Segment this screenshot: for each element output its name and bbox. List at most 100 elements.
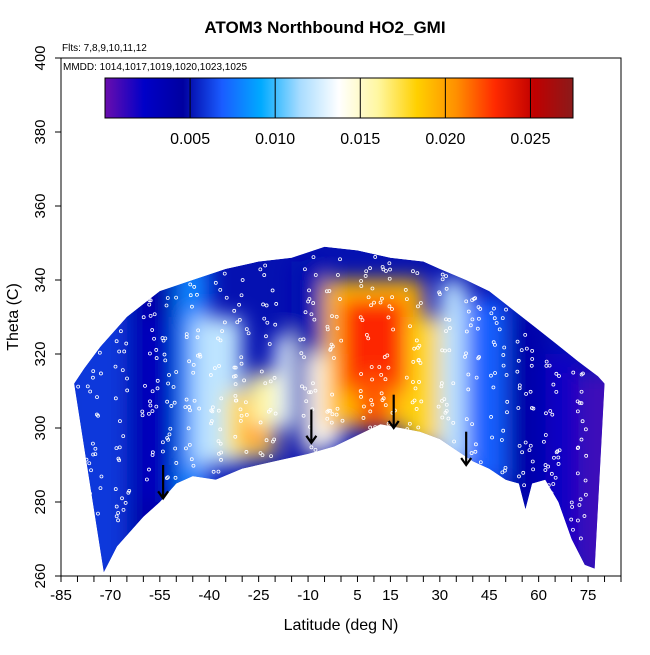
observation-dot xyxy=(211,469,216,474)
observation-dot xyxy=(381,267,386,272)
observation-dot xyxy=(490,471,495,476)
observation-dot xyxy=(167,373,171,377)
observation-dot xyxy=(544,359,549,364)
observation-dot xyxy=(165,296,170,300)
observation-dot xyxy=(523,440,528,445)
observation-dot xyxy=(216,439,221,444)
observation-dot xyxy=(313,388,318,393)
observation-dot xyxy=(358,315,363,320)
observation-dot xyxy=(114,446,119,451)
observation-dot xyxy=(579,437,584,442)
observation-dot xyxy=(444,329,448,334)
observation-dot xyxy=(98,486,103,491)
observation-dot xyxy=(520,450,525,455)
observation-dot xyxy=(218,287,223,292)
observation-dot xyxy=(368,409,373,414)
observation-dot xyxy=(569,517,574,522)
observation-dot xyxy=(531,406,536,411)
observation-dot xyxy=(122,349,127,354)
observation-dot xyxy=(474,442,478,447)
observation-dot xyxy=(125,388,130,393)
y-tick-label: 260 xyxy=(32,563,49,588)
observation-dot xyxy=(309,312,314,317)
observation-dot xyxy=(165,399,170,404)
arrow-head xyxy=(460,457,473,467)
observation-dot xyxy=(499,438,504,442)
observation-dot xyxy=(583,478,588,483)
observation-dot xyxy=(117,445,122,450)
y-tick-label: 320 xyxy=(32,341,49,366)
dates-annotation: MMDD: 1014,1017,1019,1020,1023,1025 xyxy=(63,62,247,73)
observation-dot xyxy=(184,446,188,451)
observation-dot xyxy=(172,400,177,405)
observation-dot xyxy=(154,404,159,409)
observation-dot xyxy=(64,405,67,408)
observation-dot xyxy=(358,389,363,393)
observation-dot xyxy=(148,403,153,408)
observation-dot xyxy=(155,378,160,383)
x-tick-label: 45 xyxy=(481,587,498,604)
observation-dot xyxy=(464,417,469,422)
observation-dot xyxy=(383,377,388,382)
observation-dot xyxy=(543,468,548,472)
observation-dot xyxy=(516,406,521,410)
observation-dot xyxy=(268,407,273,412)
observation-dot xyxy=(148,399,152,404)
observation-dot xyxy=(270,288,275,293)
observation-dot xyxy=(359,372,363,376)
observation-dot xyxy=(99,474,104,479)
x-tick-label: 60 xyxy=(530,587,547,604)
observation-dot xyxy=(325,416,330,421)
observation-dot xyxy=(300,384,304,389)
observation-dot xyxy=(325,409,330,414)
observation-dot xyxy=(489,311,494,316)
arrow-marker xyxy=(460,431,473,467)
observation-dot xyxy=(191,370,196,375)
observation-dot xyxy=(166,381,170,386)
observation-dot xyxy=(183,405,188,410)
observation-dot xyxy=(174,295,178,300)
observation-dot xyxy=(233,393,238,398)
observation-dot xyxy=(517,383,522,388)
observation-dot xyxy=(549,471,554,476)
y-tick-label: 340 xyxy=(32,267,49,292)
observation-dot xyxy=(114,514,119,519)
observation-dot xyxy=(443,348,447,353)
observation-dot xyxy=(95,395,99,400)
observation-dot xyxy=(516,358,521,363)
observation-dot xyxy=(195,292,199,297)
observation-dot xyxy=(387,261,392,266)
observation-dot xyxy=(186,426,191,431)
observation-dot xyxy=(583,427,588,432)
observation-dot xyxy=(382,355,387,359)
observation-dot xyxy=(313,447,318,452)
observation-dot xyxy=(264,303,269,308)
observation-dot xyxy=(160,449,165,454)
arrow-layer xyxy=(157,394,473,501)
observation-dot xyxy=(416,304,420,309)
observation-dot xyxy=(411,380,415,384)
observation-dot xyxy=(542,439,546,444)
observation-dot xyxy=(209,421,214,426)
observation-dot xyxy=(384,269,388,273)
observation-dot xyxy=(91,369,96,374)
observation-dot xyxy=(74,416,78,421)
observation-dot xyxy=(167,432,172,437)
observation-dot xyxy=(233,382,238,386)
observation-dot xyxy=(368,425,373,430)
observation-dot xyxy=(543,463,548,467)
observation-dot xyxy=(197,406,202,411)
observation-dot xyxy=(440,277,445,282)
observation-dot xyxy=(113,364,118,369)
observation-dot xyxy=(116,518,120,523)
observation-dot xyxy=(584,453,589,458)
observation-dot xyxy=(307,390,311,395)
observation-dot xyxy=(530,357,535,361)
observation-dot xyxy=(447,317,452,322)
observation-dot xyxy=(189,457,194,462)
observation-dot xyxy=(273,411,278,416)
observation-dot xyxy=(188,408,192,413)
observation-dot xyxy=(92,532,97,537)
observation-dot xyxy=(470,422,474,427)
observation-dot xyxy=(216,408,221,413)
